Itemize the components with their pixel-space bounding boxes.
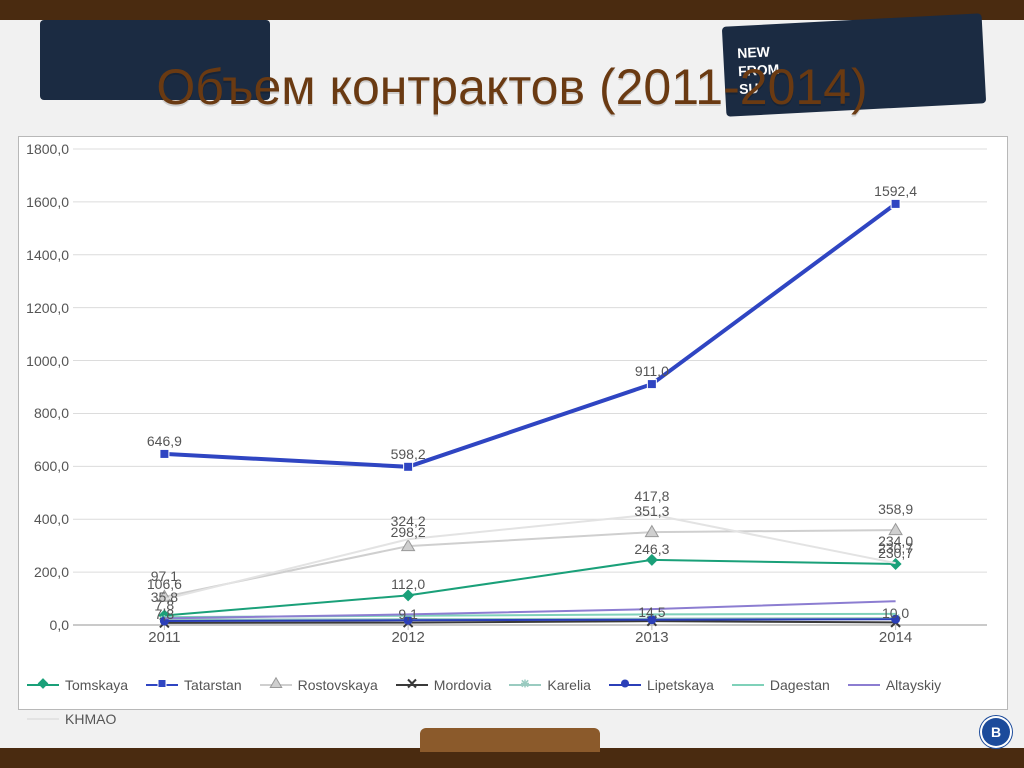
series-marker xyxy=(646,554,658,566)
series-marker xyxy=(891,199,900,208)
legend-label: Tatarstan xyxy=(184,677,242,693)
frame-top-bar xyxy=(0,0,1024,20)
slide: Объем контрактов (2011-2014) 0,0 200,0 400… xyxy=(18,40,1006,740)
y-tick-label: 1400,0 xyxy=(26,247,73,263)
x-tick-label: 2011 xyxy=(148,625,180,646)
y-tick-label: 600,0 xyxy=(34,458,73,474)
y-tick-label: 1200,0 xyxy=(26,300,73,316)
legend-label: Tomskaya xyxy=(65,677,128,693)
legend-label: Lipetskaya xyxy=(647,677,714,693)
x-tick-label: 2014 xyxy=(879,625,912,646)
series-marker xyxy=(890,558,902,570)
series-line-tatarstan xyxy=(164,204,895,467)
legend-label: Karelia xyxy=(547,677,591,693)
y-tick-label: 1000,0 xyxy=(26,353,73,369)
legend-label: KHMAO xyxy=(65,711,116,727)
series-marker xyxy=(402,589,414,601)
legend-item-dagestan: Dagestan xyxy=(732,677,830,693)
series-marker xyxy=(404,616,413,625)
series-marker xyxy=(160,449,169,458)
series-marker xyxy=(404,462,413,471)
series-marker xyxy=(647,380,656,389)
legend-item-mordovia: Mordovia xyxy=(396,677,492,693)
slide-title: Объем контрактов (2011-2014) xyxy=(18,60,1006,115)
legend-item-lipetskaya: Lipetskaya xyxy=(609,677,714,693)
legend-label: Altayskiy xyxy=(886,677,941,693)
y-tick-label: 1800,0 xyxy=(26,141,73,157)
y-tick-label: 800,0 xyxy=(34,405,73,421)
series-line-khmao xyxy=(164,515,895,600)
series-line-rostovskaya xyxy=(164,530,895,597)
legend-item-rostovskaya: Rostovskaya xyxy=(260,677,378,693)
series-marker xyxy=(647,615,656,624)
series-line-tomskaya xyxy=(164,560,895,616)
legend-item-tatarstan: Tatarstan xyxy=(146,677,242,693)
legend-item-altayskiy: Altayskiy xyxy=(848,677,941,693)
y-tick-label: 1600,0 xyxy=(26,194,73,210)
chart-card: 0,0 200,0 400,0 600,0 800,0 1000,0 1200,0 1400,… xyxy=(18,136,1008,710)
legend: Tomskaya Tatarstan Rostovskaya Mordovia Kare… xyxy=(27,677,999,701)
x-tick-label: 2013 xyxy=(635,625,668,646)
chart-svg xyxy=(73,145,997,635)
y-tick-label: 200,0 xyxy=(34,564,73,580)
legend-item-tomskaya: Tomskaya xyxy=(27,677,128,693)
legend-item-khmao: KHMAO xyxy=(27,711,116,727)
legend-label: Rostovskaya xyxy=(298,677,378,693)
legend-label: Dagestan xyxy=(770,677,830,693)
x-tick-label: 2012 xyxy=(391,625,424,646)
plot-area: 0,0200,0400,0600,0800,01000,01200,01400,… xyxy=(73,145,997,635)
legend-label: Mordovia xyxy=(434,677,492,693)
y-tick-label: 400,0 xyxy=(34,511,73,527)
y-tick-label: 0,0 xyxy=(50,617,73,633)
legend-item-karelia: Karelia xyxy=(509,677,591,693)
series-marker xyxy=(891,615,900,624)
series-marker xyxy=(889,524,902,535)
